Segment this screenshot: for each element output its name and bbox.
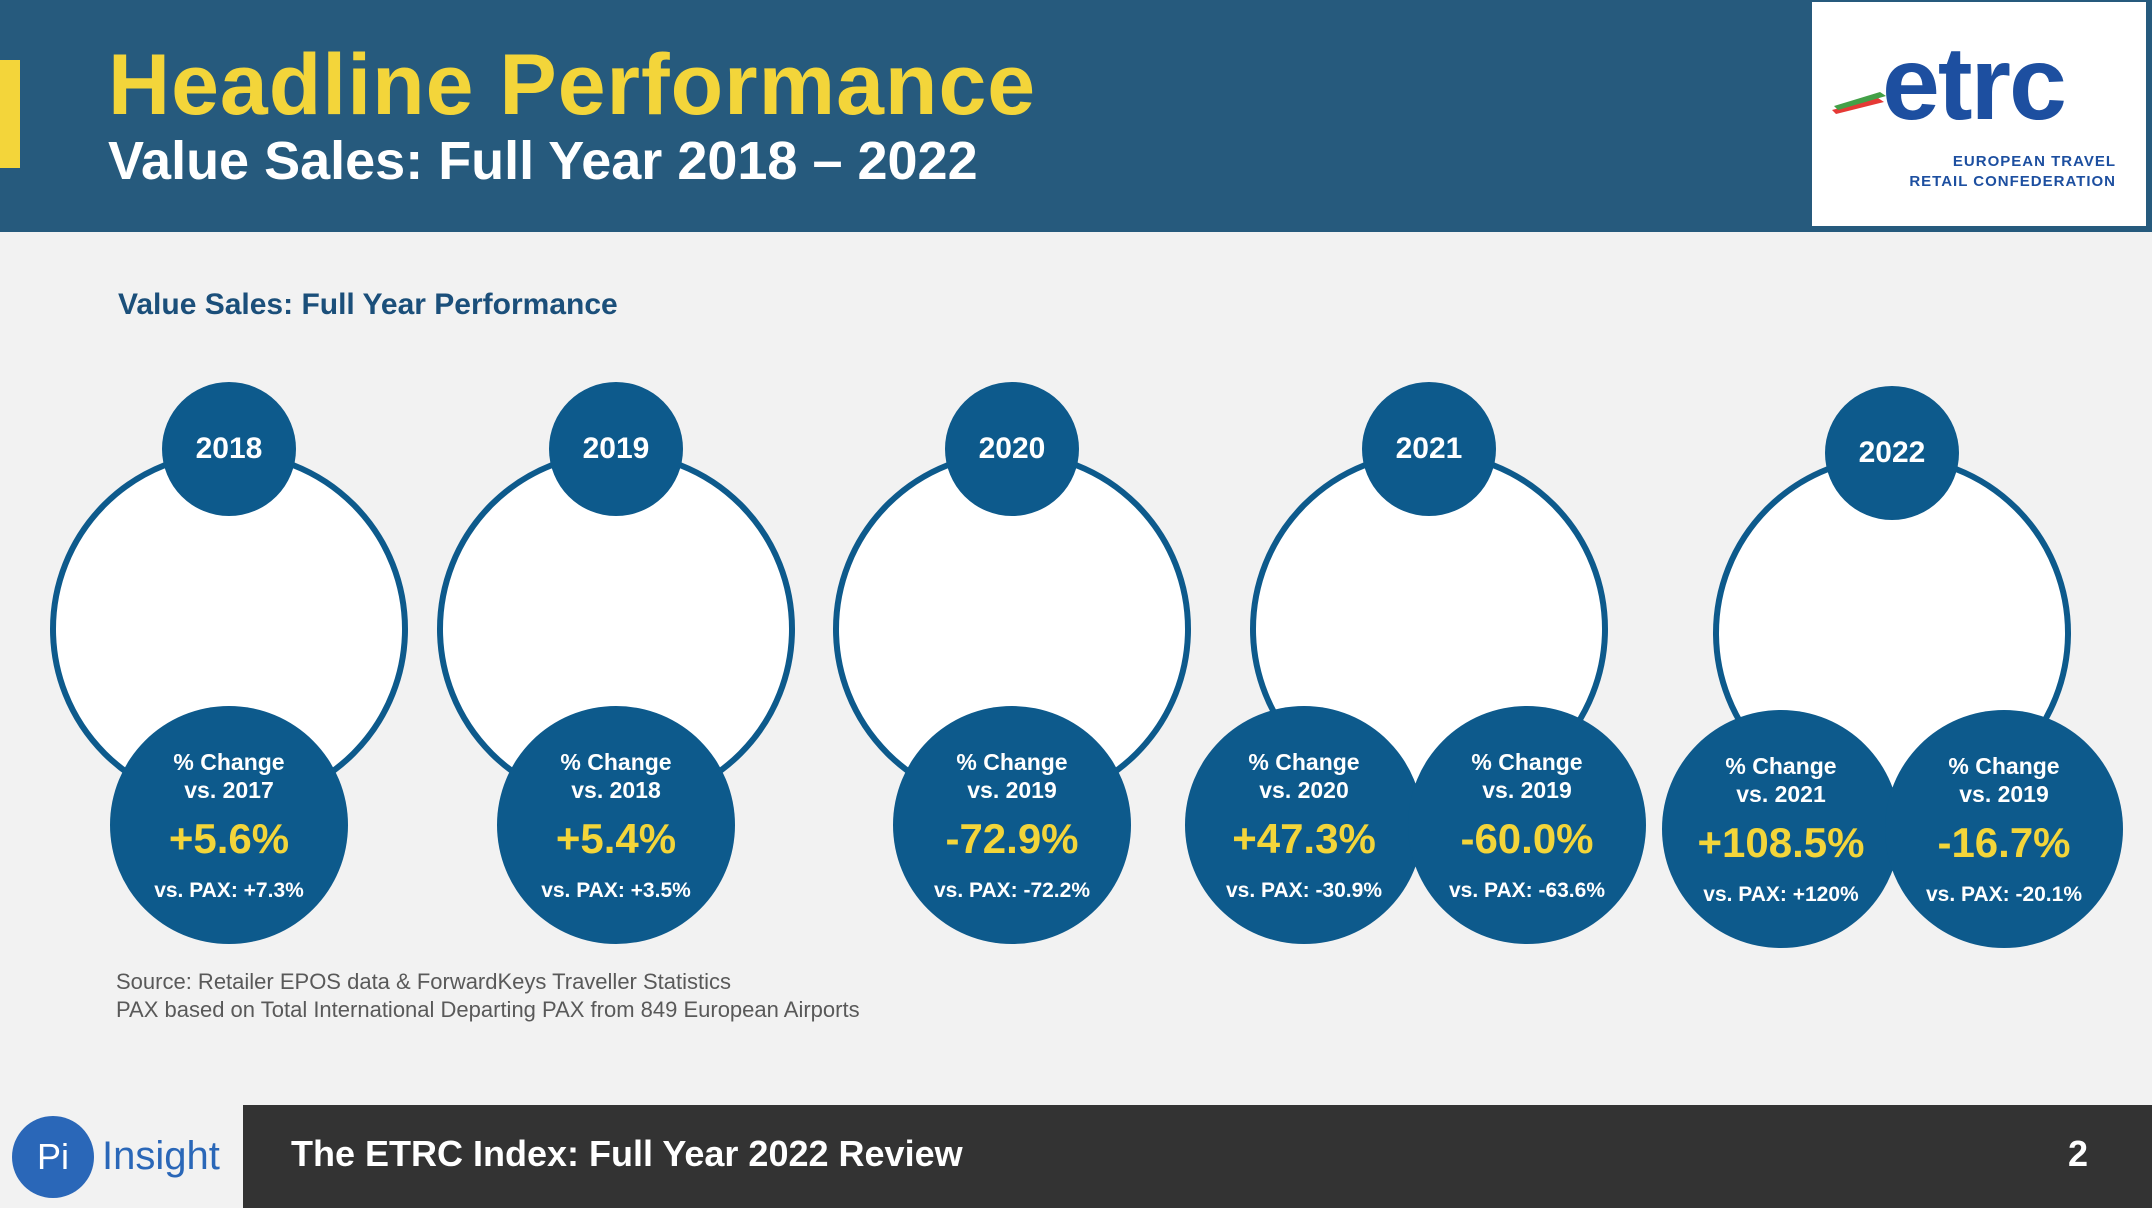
page-title: Headline Performance <box>108 37 1037 133</box>
etrc-logo-word: etrc <box>1882 26 2067 142</box>
change-pax: vs. PAX: -63.6% <box>1448 879 1605 902</box>
section-title: Value Sales: Full Year Performance <box>118 288 618 321</box>
change-circle-2021-vs-2020: % Change vs. 2020 +47.3% vs. PAX: -30.9% <box>1185 706 1423 944</box>
change-pax: vs. PAX: +3.5% <box>541 879 691 902</box>
etrc-logo-swoosh-icon <box>1832 92 1886 114</box>
pi-insight-logo-word: Insight <box>102 1134 220 1178</box>
change-value: +5.4% <box>555 815 677 862</box>
header-bar: Headline Performance Value Sales: Full Y… <box>0 0 2152 232</box>
change-label-line2: vs. 2021 <box>1736 781 1826 807</box>
change-value: -60.0% <box>1460 815 1594 862</box>
change-value: -16.7% <box>1937 819 2071 866</box>
change-circle-2021-vs-2019: % Change vs. 2019 -60.0% vs. PAX: -63.6% <box>1408 706 1646 944</box>
year-badge-2019: 2019 <box>549 382 683 516</box>
change-label-line1: % Change <box>1471 749 1583 775</box>
footer-title: The ETRC Index: Full Year 2022 Review <box>291 1133 963 1174</box>
change-label-line1: % Change <box>956 749 1068 775</box>
page-number: 2 <box>2067 1133 2088 1174</box>
etrc-logo-tagline-line1: EUROPEAN TRAVEL <box>1952 153 2116 170</box>
change-label-line2: vs. 2020 <box>1259 777 1349 803</box>
change-value: -72.9% <box>945 815 1079 862</box>
change-label: % Change vs. 2021 <box>1662 752 1900 808</box>
pi-insight-logo-icon: Pi <box>12 1116 94 1198</box>
change-circle-2018-vs-2017: % Change vs. 2017 +5.6% vs. PAX: +7.3% <box>110 706 348 944</box>
change-label-line1: % Change <box>560 749 672 775</box>
change-value: +5.6% <box>168 815 290 862</box>
etrc-logo-tagline-line2: RETAIL CONFEDERATION <box>1909 173 2116 190</box>
source-note-line2: PAX based on Total International Departi… <box>116 997 860 1022</box>
change-label-line2: vs. 2019 <box>1482 777 1572 803</box>
change-label: % Change vs. 2019 <box>893 748 1131 804</box>
change-pax: vs. PAX: -20.1% <box>1925 883 2082 906</box>
change-label: % Change vs. 2017 <box>110 748 348 804</box>
year-badge-2022: 2022 <box>1825 386 1959 520</box>
source-note-line1: Source: Retailer EPOS data & ForwardKeys… <box>116 969 732 994</box>
change-label: % Change vs. 2020 <box>1185 748 1423 804</box>
header-accent-bar <box>0 60 20 168</box>
change-label-line2: vs. 2019 <box>967 777 1057 803</box>
change-circle-2020-vs-2019: % Change vs. 2019 -72.9% vs. PAX: -72.2% <box>893 706 1131 944</box>
change-pax: vs. PAX: +7.3% <box>154 879 304 902</box>
year-badge-2021: 2021 <box>1362 382 1496 516</box>
change-label-line1: % Change <box>1725 753 1837 779</box>
change-label-line2: vs. 2017 <box>184 777 274 803</box>
change-label: % Change vs. 2019 <box>1408 748 1646 804</box>
etrc-logo: etrc EUROPEAN TRAVEL RETAIL CONFEDERATIO… <box>1812 2 2146 226</box>
change-label-line1: % Change <box>1248 749 1360 775</box>
change-circle-2022-vs-2019: % Change vs. 2019 -16.7% vs. PAX: -20.1% <box>1885 710 2123 948</box>
year-badge-2020: 2020 <box>945 382 1079 516</box>
change-value: +108.5% <box>1697 819 1865 866</box>
source-note: Source: Retailer EPOS data & ForwardKeys… <box>116 968 860 1024</box>
change-pax: vs. PAX: -72.2% <box>933 879 1090 902</box>
change-label-line2: vs. 2019 <box>1959 781 2049 807</box>
change-label: % Change vs. 2018 <box>497 748 735 804</box>
change-label-line1: % Change <box>1948 753 2060 779</box>
year-badge-2018: 2018 <box>162 382 296 516</box>
change-label-line1: % Change <box>173 749 285 775</box>
change-pax: vs. PAX: +120% <box>1703 883 1859 906</box>
etrc-logo-tagline: EUROPEAN TRAVEL RETAIL CONFEDERATION <box>1909 152 2116 192</box>
change-label-line2: vs. 2018 <box>571 777 661 803</box>
change-circle-2019-vs-2018: % Change vs. 2018 +5.4% vs. PAX: +3.5% <box>497 706 735 944</box>
page-subtitle: Value Sales: Full Year 2018 – 2022 <box>108 131 978 191</box>
change-value: +47.3% <box>1232 815 1376 862</box>
change-pax: vs. PAX: -30.9% <box>1225 879 1382 902</box>
footer-bar: The ETRC Index: Full Year 2022 Review 2 <box>243 1105 2152 1208</box>
change-circle-2022-vs-2021: % Change vs. 2021 +108.5% vs. PAX: +120% <box>1662 710 1900 948</box>
change-label: % Change vs. 2019 <box>1885 752 2123 808</box>
